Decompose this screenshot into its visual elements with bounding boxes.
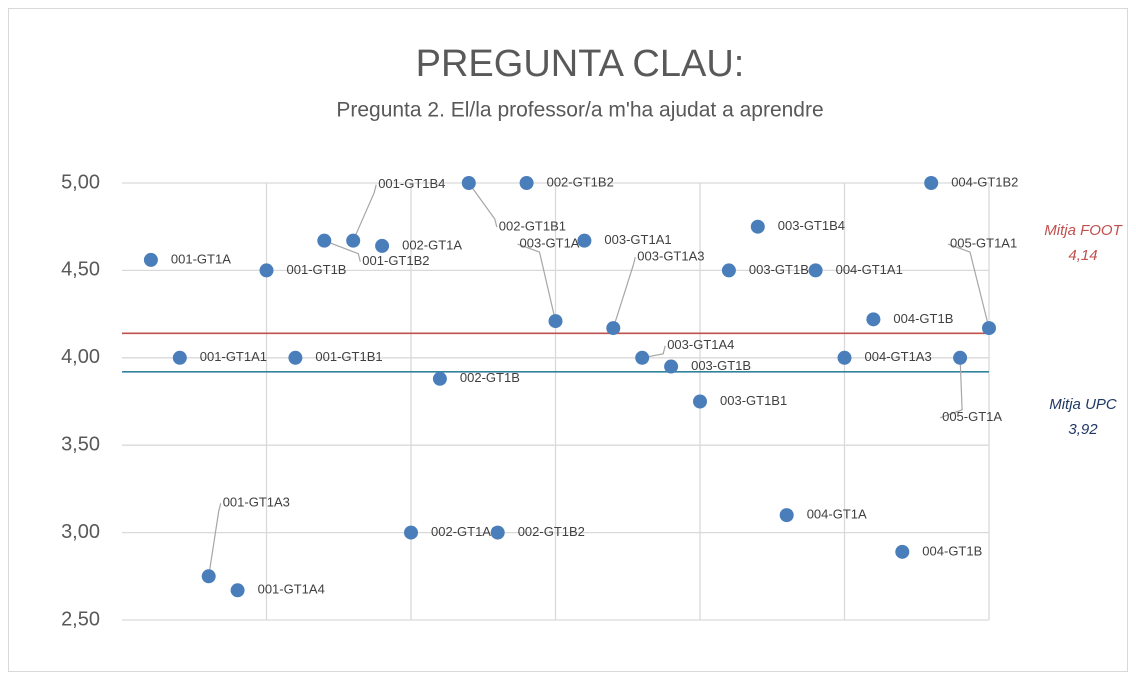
point (779, 508, 794, 523)
leader-line (352, 184, 377, 241)
point-label: 001-GT1B1 (315, 349, 382, 364)
point (606, 321, 621, 336)
point (172, 350, 187, 365)
point (375, 238, 390, 253)
leader-line (468, 182, 498, 228)
point-label: 004-GT1A1 (836, 262, 903, 277)
reference-name: Mitja UPC (1049, 396, 1117, 413)
point (346, 233, 361, 248)
point-label: 004-GT1A3 (865, 349, 932, 364)
point-label: 001-GT1A1 (200, 349, 267, 364)
point (693, 394, 707, 409)
y-tick-label: 3,50 (61, 433, 100, 455)
point-label: 005-GT1A1 (950, 236, 1017, 251)
leader-line (939, 357, 963, 419)
point (982, 321, 996, 336)
chart-subtitle: Pregunta 2. El/la professor/a m'ha ajuda… (336, 99, 823, 122)
point-label: 003-GT1B (691, 358, 751, 373)
point-label: 003-GT1A1 (604, 232, 671, 247)
point-label: 003-GT1A4 (667, 337, 734, 352)
point (924, 176, 939, 190)
point (143, 252, 158, 267)
point-label: 002-GT1A3 (431, 524, 498, 539)
chart-frame (8, 8, 1128, 672)
point-label: 003-GT1B2 (749, 262, 816, 277)
point-label: 003-GT1B1 (720, 393, 787, 408)
reference-value: 3,92 (1068, 421, 1098, 438)
point (664, 359, 679, 374)
point-label: 004-GT1B (893, 311, 953, 326)
point (721, 263, 736, 278)
point (317, 233, 332, 248)
point-label: 005-GT1A (942, 409, 1002, 424)
leader-line (208, 503, 222, 577)
point (461, 176, 476, 190)
y-tick-label: 3,00 (61, 521, 100, 543)
reference-name: Mitja FOOT (1044, 222, 1123, 239)
leader-line (947, 243, 990, 329)
point-label: 001-GT1B (287, 262, 347, 277)
point-label: 002-GT1B (460, 370, 520, 385)
point-label: 001-GT1A4 (258, 582, 325, 597)
point-label: 004-GT1B2 (951, 174, 1018, 189)
point-label: 001-GT1B4 (378, 176, 445, 191)
leader-line (642, 345, 666, 359)
point-label: 003-GT1A (520, 236, 580, 251)
point-label: 003-GT1A3 (637, 249, 704, 264)
point (490, 525, 505, 540)
point (635, 350, 650, 365)
leader-line (517, 243, 557, 322)
point (288, 350, 303, 365)
point (201, 569, 216, 584)
y-tick-label: 5,00 (61, 171, 100, 193)
point-label: 002-GT1A (402, 237, 462, 252)
point (577, 233, 592, 248)
point (404, 525, 418, 540)
point (953, 350, 968, 365)
leader-line (324, 240, 361, 262)
point (519, 176, 534, 190)
point (895, 544, 910, 559)
point (750, 219, 765, 234)
point (808, 263, 823, 278)
leader-line (612, 256, 636, 329)
point-label: 004-GT1A (807, 507, 867, 522)
point-label: 001-GT1A (171, 251, 231, 266)
point-label: 001-GT1A3 (223, 495, 290, 510)
chart-title: PREGUNTA CLAU: (416, 43, 745, 85)
point (259, 263, 274, 278)
point (548, 314, 563, 329)
point-label: 003-GT1B4 (778, 218, 845, 233)
point-label: 002-GT1B1 (499, 218, 566, 233)
point (432, 371, 447, 386)
point-label: 004-GT1B (922, 543, 982, 558)
point (230, 583, 245, 598)
point (837, 350, 852, 365)
y-tick-label: 4,00 (61, 346, 100, 368)
point-label: 002-GT1B2 (518, 524, 585, 539)
point-label: 002-GT1B2 (547, 174, 614, 189)
y-tick-label: 4,50 (61, 259, 100, 281)
point-label: 001-GT1B2 (362, 253, 429, 268)
point (866, 312, 881, 327)
reference-value: 4,14 (1068, 247, 1097, 264)
y-tick-label: 2,50 (61, 608, 100, 630)
